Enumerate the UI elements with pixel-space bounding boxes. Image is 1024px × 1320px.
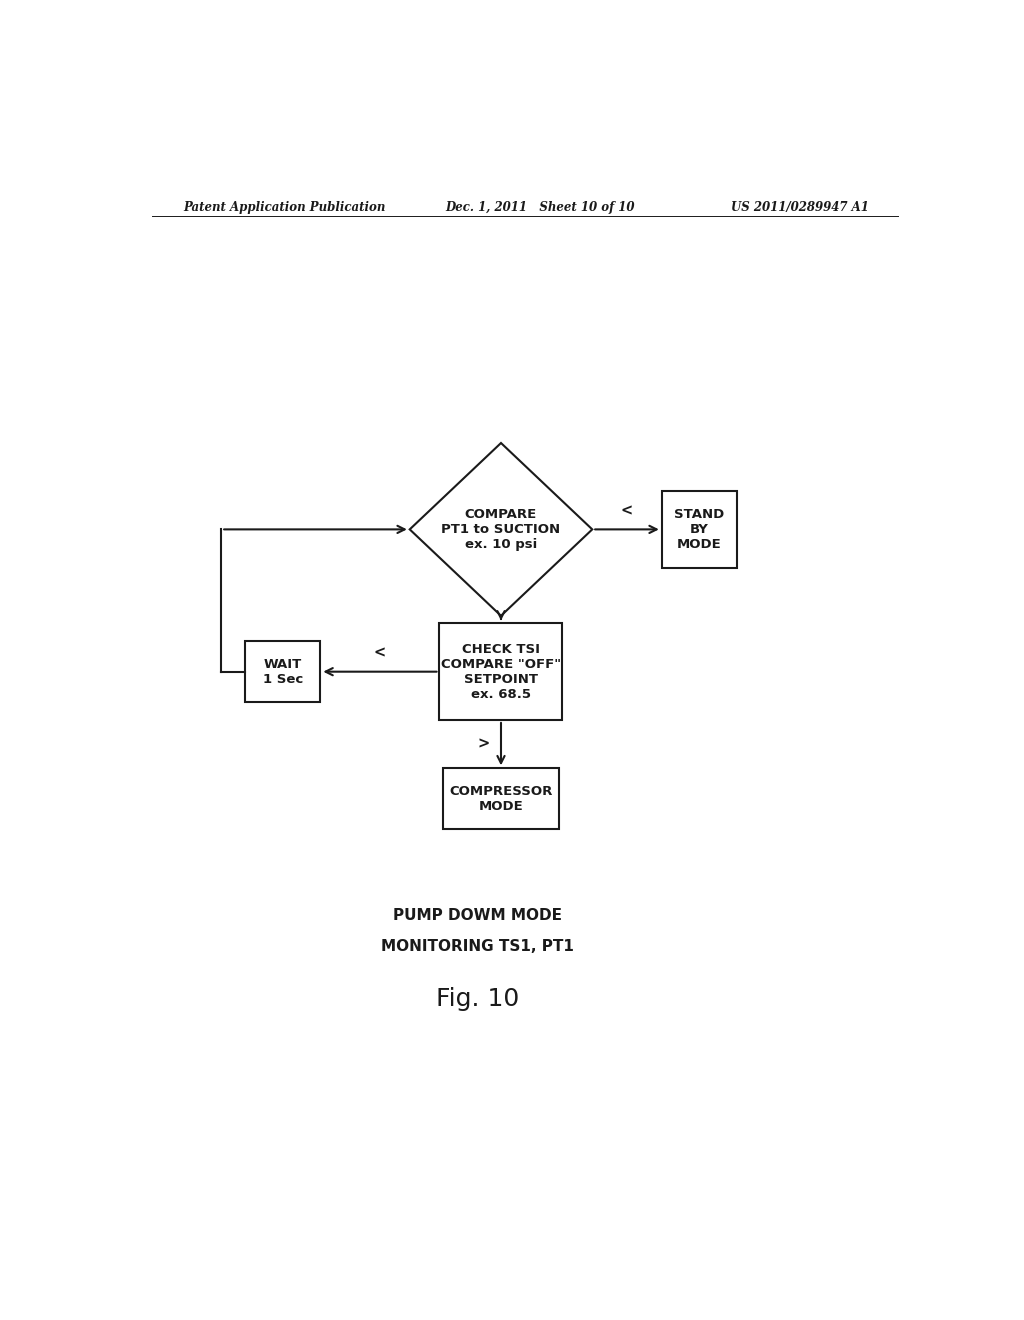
Text: Dec. 1, 2011   Sheet 10 of 10: Dec. 1, 2011 Sheet 10 of 10 (445, 201, 635, 214)
Text: STAND
BY
MODE: STAND BY MODE (674, 508, 725, 550)
Text: COMPRESSOR
MODE: COMPRESSOR MODE (450, 784, 553, 813)
Text: <: < (374, 645, 386, 661)
Bar (443, 768, 558, 829)
Text: Fig. 10: Fig. 10 (435, 987, 519, 1011)
Text: >: > (477, 737, 489, 751)
Text: MONITORING TS1, PT1: MONITORING TS1, PT1 (381, 939, 573, 953)
Text: US 2011/0289947 A1: US 2011/0289947 A1 (731, 201, 869, 214)
Polygon shape (410, 444, 592, 615)
Text: COMPARE
PT1 to SUCTION
ex. 10 psi: COMPARE PT1 to SUCTION ex. 10 psi (441, 508, 560, 550)
Text: <: < (621, 504, 633, 519)
Text: Patent Application Publication: Patent Application Publication (183, 201, 386, 214)
Bar (439, 623, 562, 719)
Text: CHECK TSI
COMPARE "OFF"
SETPOINT
ex. 68.5: CHECK TSI COMPARE "OFF" SETPOINT ex. 68.… (441, 643, 561, 701)
Text: WAIT
1 Sec: WAIT 1 Sec (262, 657, 303, 685)
Bar (245, 642, 321, 702)
Bar (662, 491, 737, 568)
Text: PUMP DOWM MODE: PUMP DOWM MODE (392, 908, 562, 923)
